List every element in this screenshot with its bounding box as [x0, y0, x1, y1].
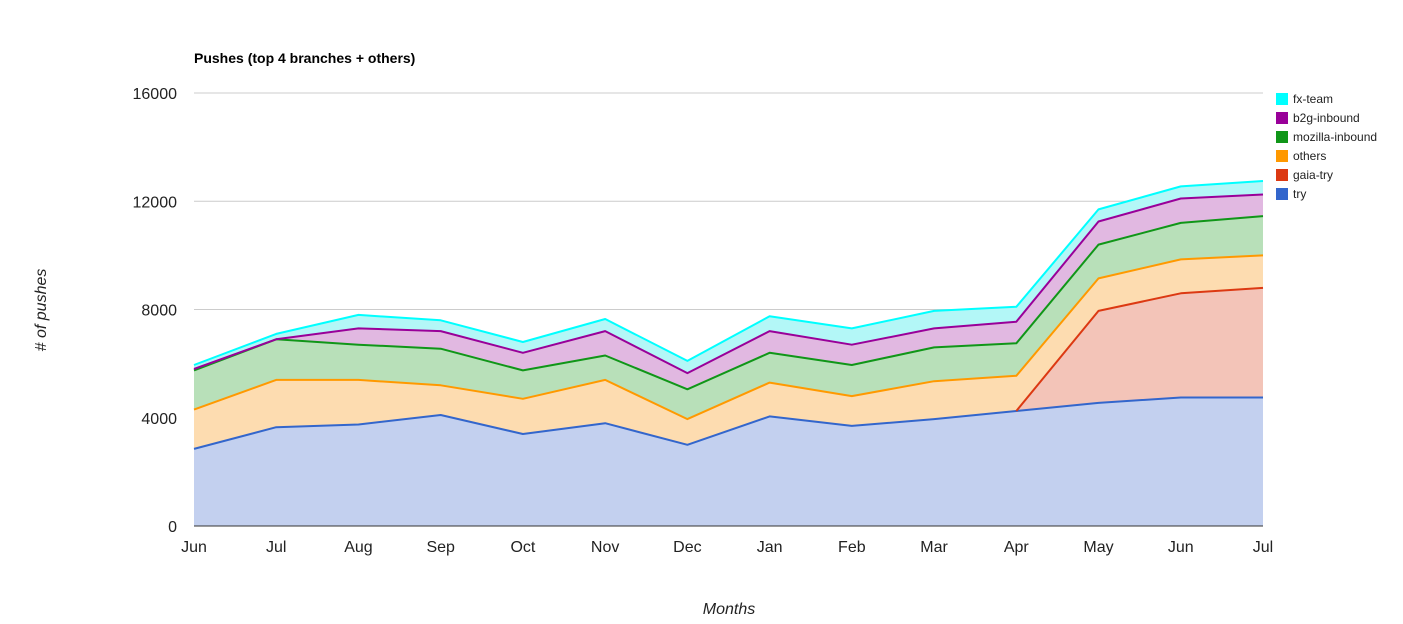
- legend-swatch-gaia-try: [1276, 169, 1288, 181]
- legend-swatch-fx-team: [1276, 93, 1288, 105]
- line-others: [193, 254, 1264, 421]
- y-tick-label: 0: [168, 519, 177, 536]
- x-tick-label: Mar: [920, 539, 948, 556]
- x-tick-label: Feb: [838, 539, 866, 556]
- chart-title: Pushes (top 4 branches + others): [194, 50, 415, 66]
- line-try: [193, 396, 1263, 450]
- legend-label-try: try: [1293, 187, 1306, 201]
- legend: fx-team b2g-inbound mozilla-inbound others g…: [1276, 92, 1377, 201]
- y-tick-label: 12000: [133, 194, 178, 211]
- x-tick-labels: Jun Jul Aug Sep Oct Nov Dec Jan Feb Mar Apr May Jun J…: [181, 539, 1273, 556]
- area-others: [194, 255, 1263, 449]
- x-axis-title: Months: [703, 601, 755, 618]
- legend-swatch-mozilla-inbound: [1276, 131, 1288, 143]
- line-fx-team: [193, 180, 1264, 366]
- x-tick-label: Apr: [1004, 539, 1030, 556]
- line-gaia-try: [1015, 286, 1264, 412]
- x-tick-label: Dec: [673, 539, 701, 556]
- x-tick-label: Jul: [266, 539, 286, 556]
- x-tick-label: Jul: [1253, 539, 1273, 556]
- y-tick-label: 4000: [141, 411, 177, 428]
- area-mozilla-inbound: [194, 216, 1263, 420]
- x-tick-label: Jun: [1168, 539, 1194, 556]
- legend-label-mozilla-inbound: mozilla-inbound: [1293, 130, 1377, 144]
- series-areas: [194, 181, 1263, 526]
- y-axis-title: # of pushes: [33, 269, 50, 352]
- y-tick-label: 16000: [133, 86, 178, 103]
- legend-label-b2g-inbound: b2g-inbound: [1293, 111, 1360, 125]
- y-tick-labels: 0 4000 8000 12000 16000: [133, 86, 178, 536]
- legend-swatch-b2g-inbound: [1276, 112, 1288, 124]
- x-tick-label: Jun: [181, 539, 207, 556]
- x-tick-label: May: [1083, 539, 1113, 556]
- legend-label-others: others: [1293, 149, 1326, 163]
- legend-label-gaia-try: gaia-try: [1293, 168, 1333, 182]
- x-tick-label: Aug: [344, 539, 372, 556]
- x-tick-label: Sep: [426, 539, 455, 556]
- x-tick-label: Jan: [757, 539, 783, 556]
- x-tick-label: Oct: [510, 539, 535, 556]
- line-b2g-inbound: [193, 193, 1264, 375]
- area-b2g-inbound: [194, 194, 1263, 390]
- area-fx-team: [194, 181, 1263, 374]
- legend-label-fx-team: fx-team: [1293, 92, 1333, 106]
- area-try: [194, 397, 1263, 526]
- legend-swatch-try: [1276, 188, 1288, 200]
- y-tick-label: 8000: [141, 303, 177, 320]
- series-lines: [193, 180, 1264, 450]
- line-mozilla-inbound: [193, 215, 1264, 391]
- legend-swatch-others: [1276, 150, 1288, 162]
- x-tick-label: Nov: [591, 539, 619, 556]
- area-gaia-try: [194, 287, 1263, 449]
